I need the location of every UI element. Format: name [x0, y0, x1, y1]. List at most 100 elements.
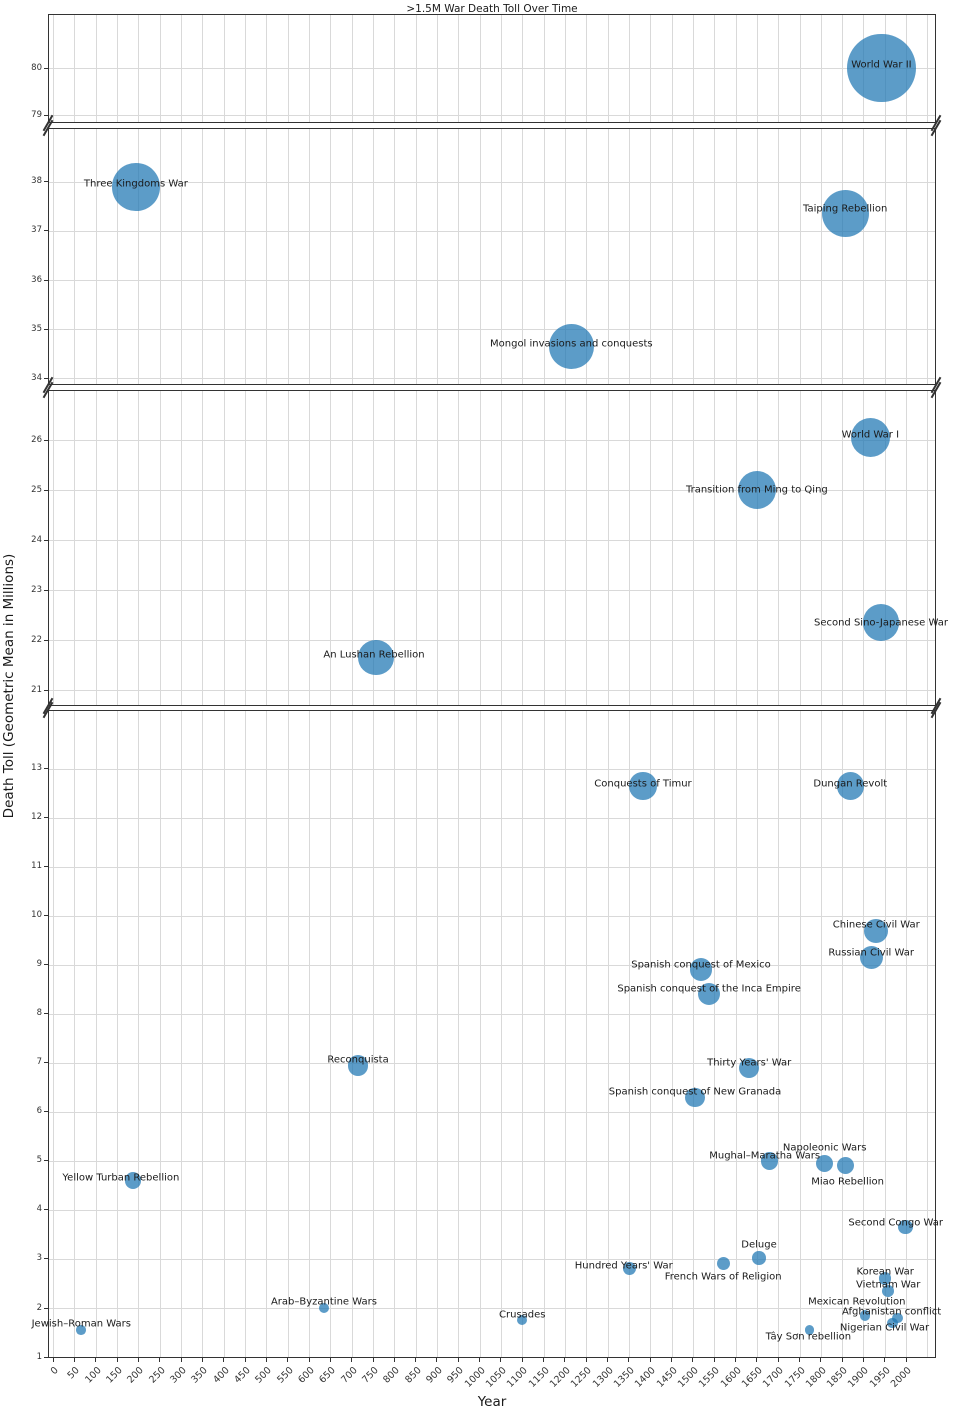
gridline-horizontal — [49, 280, 935, 282]
y-tick-label-8: 8 — [36, 1008, 42, 1019]
gridline-vertical — [181, 391, 183, 705]
gridline-vertical — [735, 391, 737, 705]
gridline-vertical — [159, 711, 161, 1357]
y-tick-label-36: 36 — [31, 274, 42, 285]
y-tick-label-22: 22 — [31, 634, 42, 645]
y-tick-mark — [44, 67, 48, 69]
gridline-horizontal — [49, 115, 935, 116]
gridline-vertical — [692, 129, 694, 384]
label-mexican-revolution: Mexican Revolution — [808, 1296, 906, 1308]
y-tick-mark — [44, 1307, 48, 1309]
y-tick-mark — [44, 279, 48, 281]
gridline-vertical — [671, 129, 673, 384]
label-thirty-years-war: Thirty Years' War — [707, 1057, 792, 1069]
gridline-vertical — [266, 129, 268, 384]
bubble-miao-rebellion — [837, 1157, 855, 1175]
bubble-deluge — [752, 1251, 766, 1265]
y-tick-label-38: 38 — [31, 176, 42, 187]
gridline-vertical — [927, 129, 929, 384]
y-tick-mark — [44, 230, 48, 232]
x-tick-mark — [457, 1358, 459, 1362]
y-tick-label-5: 5 — [36, 1155, 42, 1166]
x-tick-mark — [543, 1358, 545, 1362]
x-axis-title: Year — [477, 1394, 507, 1410]
label-chinese-civil-war: Chinese Civil War — [832, 919, 920, 931]
label-three-kingdoms-war: Three Kingdoms War — [83, 178, 188, 190]
y-tick-mark — [44, 328, 48, 330]
gridline-vertical — [799, 391, 801, 705]
y-tick-label-35: 35 — [31, 323, 42, 334]
bubble-mexican-revolution — [859, 1310, 870, 1321]
label-world-war-i: World War I — [841, 429, 900, 440]
bubble-world-war-i — [850, 417, 890, 458]
gridline-vertical — [586, 711, 588, 1357]
gridline-vertical — [884, 391, 886, 705]
label-korean-war: Korean War — [856, 1266, 914, 1278]
gridline-vertical — [436, 711, 438, 1357]
gridline-vertical — [714, 391, 716, 705]
y-tick-mark — [44, 964, 48, 966]
bubble-korean-war — [879, 1272, 892, 1285]
gridline-vertical — [309, 129, 311, 384]
gridline-vertical — [415, 711, 417, 1357]
gridline-vertical — [756, 711, 758, 1357]
x-tick-mark — [201, 1358, 203, 1362]
y-tick-mark — [44, 181, 48, 183]
x-tick-mark — [671, 1358, 673, 1362]
label-vietnam-war: Vietnam War — [856, 1279, 921, 1291]
gridline-vertical — [884, 711, 886, 1357]
bubble-an-lushan-rebellion — [358, 639, 394, 676]
label-nigerian-civil-war: Nigerian Civil War — [839, 1322, 930, 1334]
label-transition-from-ming-to-qing: Transition from Ming to Qing — [685, 484, 828, 496]
y-tick-mark — [44, 114, 48, 116]
gridline-vertical — [906, 711, 908, 1357]
gridline-vertical — [74, 129, 76, 384]
y-tick-mark — [44, 1111, 48, 1113]
y-tick-mark — [44, 768, 48, 770]
gridline-vertical — [181, 711, 183, 1357]
bubble-yellow-turban-rebellion — [124, 1172, 142, 1189]
gridline-vertical — [202, 129, 204, 384]
bubble-hundred-years-war — [623, 1262, 637, 1276]
gridline-vertical — [820, 391, 822, 705]
bubble-thirty-years-war — [739, 1057, 760, 1078]
x-tick-mark — [372, 1358, 374, 1362]
gridline-vertical — [309, 391, 311, 705]
gridline-vertical — [522, 711, 524, 1357]
gridline-vertical — [778, 391, 780, 705]
gridline-vertical — [309, 711, 311, 1357]
x-tick-mark — [287, 1358, 289, 1362]
gridline-horizontal — [49, 490, 935, 491]
x-tick-mark — [607, 1358, 609, 1362]
bubble-arab-byzantine-wars — [318, 1302, 330, 1314]
label-napoleonic-wars: Napoleonic Wars — [782, 1142, 867, 1154]
bubble-taiping-rebellion — [821, 190, 869, 238]
label-french-wars-of-religion: French Wars of Religion — [664, 1271, 782, 1283]
gridline-vertical — [884, 129, 886, 384]
gridline-vertical — [53, 391, 55, 705]
bubble-french-wars-of-religion — [716, 1257, 730, 1271]
gridline-vertical — [842, 711, 844, 1357]
y-tick-mark — [44, 1013, 48, 1015]
gridline-vertical — [714, 129, 716, 384]
gridline-vertical — [756, 129, 758, 384]
bubble-spanish-conquest-of-the-inca-empire — [697, 983, 721, 1006]
bubble-mongol-invasions-and-conquests — [548, 323, 594, 369]
gridline-vertical — [74, 391, 76, 705]
gridline-horizontal — [49, 915, 935, 917]
gridline-horizontal — [49, 181, 935, 183]
gridline-vertical — [671, 711, 673, 1357]
gridline-vertical — [799, 711, 801, 1357]
gridline-vertical — [543, 129, 545, 384]
bubble-nigerian-civil-war — [887, 1317, 898, 1328]
gridline-vertical — [458, 391, 460, 705]
gridline-vertical — [436, 129, 438, 384]
label-an-lushan-rebellion: An Lushan Rebellion — [323, 649, 425, 660]
y-tick-label-1: 1 — [36, 1351, 42, 1362]
x-tick-mark — [479, 1358, 481, 1362]
gridline-vertical — [671, 391, 673, 705]
gridline-vertical — [479, 129, 481, 384]
gridline-vertical — [287, 129, 289, 384]
gridline-vertical — [415, 391, 417, 705]
